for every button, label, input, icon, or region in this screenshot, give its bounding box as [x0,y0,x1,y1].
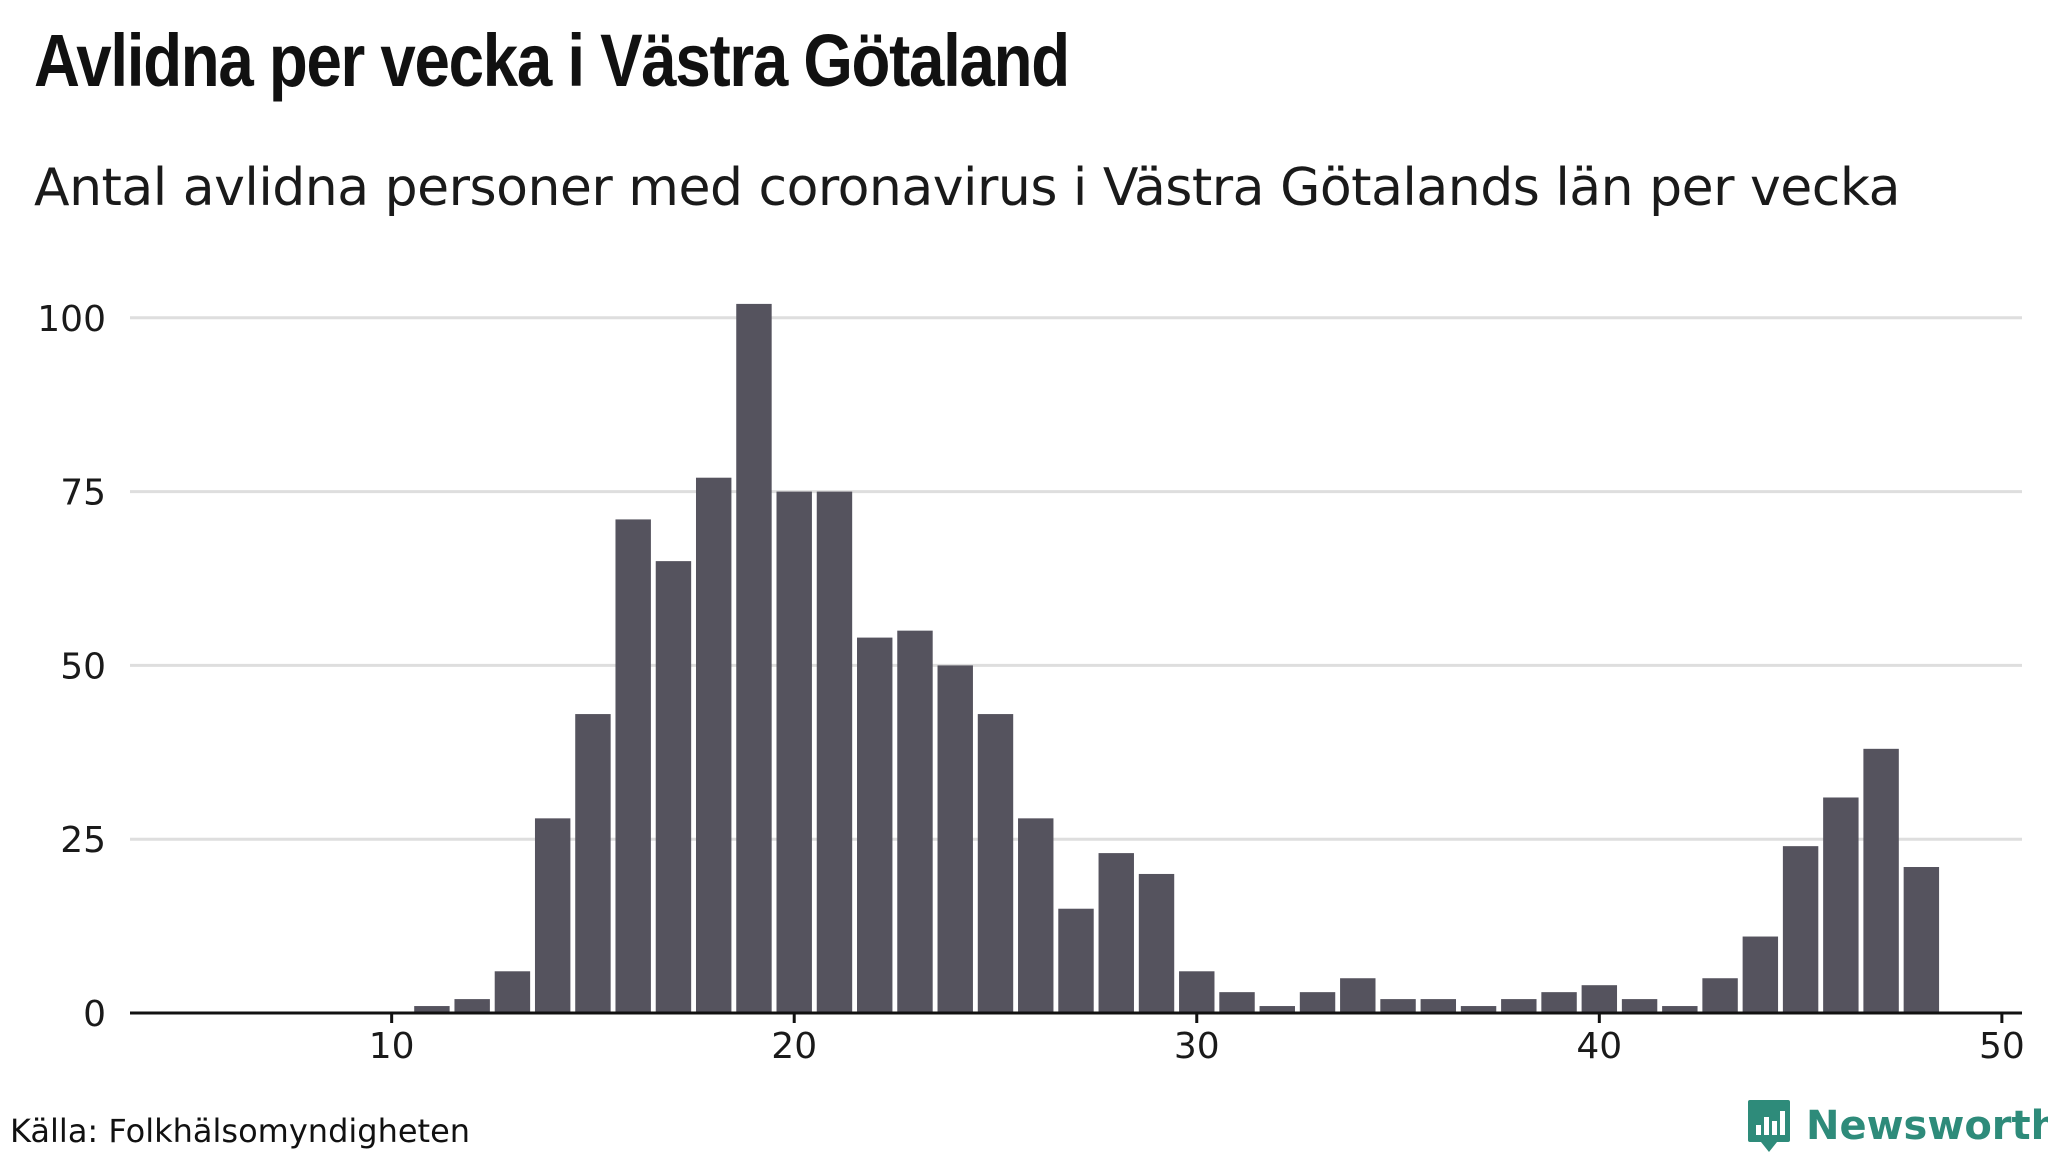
bar [897,630,933,1013]
x-tick-label: 30 [1174,1026,1220,1067]
bar-chart-pin-icon [1748,1100,1790,1152]
bar [1541,992,1577,1013]
bar [695,477,732,1014]
y-tick-label: 50 [60,646,106,687]
bar [494,971,531,1013]
brand-logo: Newsworthy [1746,1098,2048,1154]
axes: 0 25 50 75 100 10 20 30 40 50 [37,299,2024,1067]
y-tick-label: 25 [60,820,106,861]
bar [736,303,772,1014]
bar [414,1006,450,1013]
bar [1219,992,1255,1013]
y-tick-label: 75 [60,473,106,514]
bar [1259,1006,1295,1013]
grid-lines [130,316,2022,841]
bar [1299,992,1336,1013]
x-tick-label: 50 [1979,1026,2025,1067]
x-tick-label: 10 [369,1026,415,1067]
y-tick-label: 100 [37,299,106,340]
bar [1098,853,1134,1013]
bar [1058,908,1094,1013]
bar [454,999,490,1013]
bar [1018,818,1054,1013]
source-label: Källa: Folkhälsomyndigheten [10,1112,471,1150]
bar [1702,978,1738,1013]
bar [1460,1006,1497,1013]
x-tick-label: 40 [1576,1026,1622,1067]
bar [1863,748,1899,1013]
bar [1138,873,1175,1013]
bar [1903,867,1940,1013]
bar [977,714,1014,1013]
chart-title: Avlidna per vecka i Västra Götaland [34,19,1070,102]
bar [1420,999,1457,1013]
bar [937,665,973,1013]
bar [1380,999,1416,1013]
bar [857,637,893,1013]
x-tick-label: 20 [771,1026,817,1067]
bar [1662,1006,1698,1013]
bar [776,491,812,1013]
bar [655,561,692,1013]
bar [1340,978,1376,1013]
bar [1823,797,1859,1013]
bar [1782,846,1819,1013]
bar [1501,999,1537,1013]
bar [1581,985,1618,1013]
bar [1742,936,1779,1013]
bar [1621,999,1658,1013]
bar [1179,971,1215,1013]
bar [816,491,853,1013]
brand-name: Newsworthy [1806,1103,2048,1149]
bar [615,519,651,1013]
bar [575,714,611,1013]
bars [414,303,1940,1014]
bar [534,818,571,1013]
y-tick-label: 0 [83,994,106,1035]
chart-subtitle: Antal avlidna personer med coronavirus i… [34,158,1900,218]
